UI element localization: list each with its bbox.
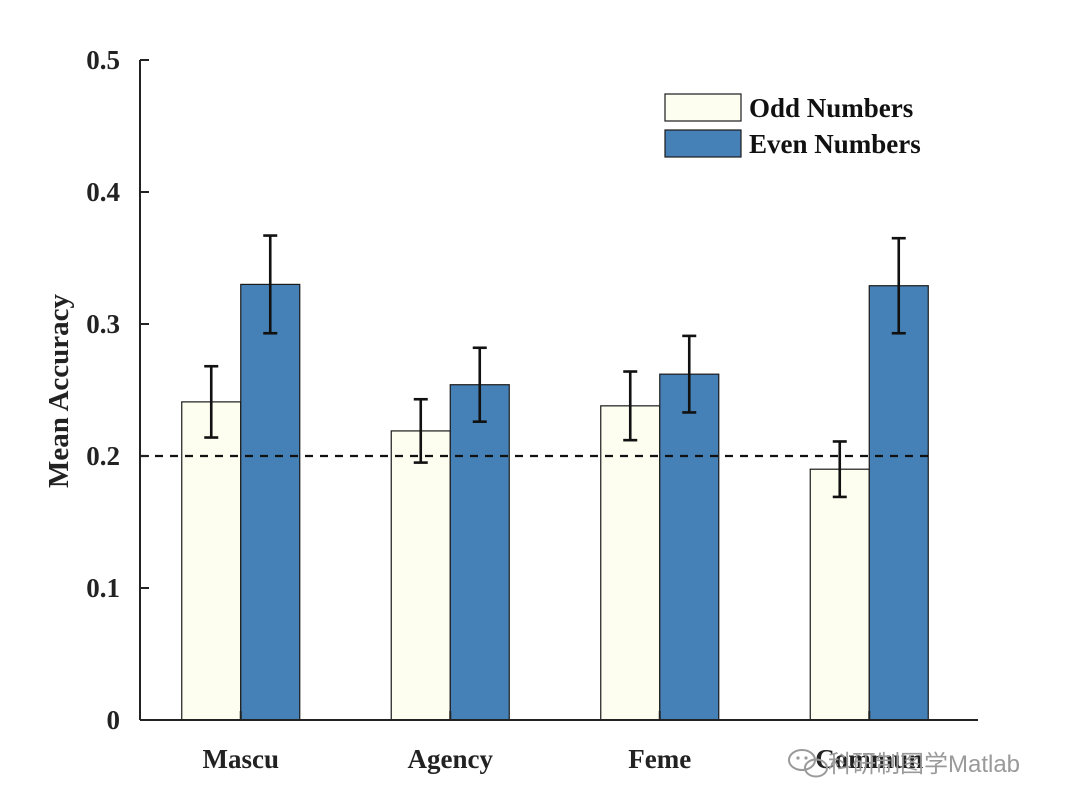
y-tick-label: 0.3 <box>86 309 120 339</box>
watermark-text: 科研制图学Matlab <box>828 751 1020 778</box>
error-bar-even-mascu <box>263 234 278 335</box>
legend-swatch <box>664 93 742 122</box>
legend-entry-even-numbers: Even Numbers <box>664 129 921 159</box>
axes-layer: 0 0.1 0.2 0.3 0.4 0.5 Mascu Agency Feme Commun <box>86 45 978 774</box>
error-bar-odd-commun <box>832 440 847 499</box>
error-bar-odd-mascu <box>204 364 219 439</box>
bar-odd-feme <box>600 405 661 721</box>
y-tick-label: 0.5 <box>86 45 120 75</box>
legend-swatch <box>664 129 742 158</box>
y-axis-label: Mean Accuracy <box>43 293 75 488</box>
x-tick-label-feme: Feme <box>628 744 691 774</box>
y-tick-label: 0.4 <box>86 177 120 207</box>
error-bar-even-agency <box>472 346 487 423</box>
legend-label: Odd Numbers <box>749 93 913 123</box>
error-bar-even-commun <box>891 236 906 335</box>
bars-layer <box>181 283 929 721</box>
legend-entry-odd-numbers: Odd Numbers <box>664 93 913 123</box>
x-tick-label-agency: Agency <box>408 744 494 774</box>
bar-even-feme <box>659 373 720 721</box>
error-bars-layer <box>204 234 906 499</box>
legend: Odd Numbers Even Numbers <box>664 93 921 159</box>
error-bar-even-feme <box>682 334 697 414</box>
bar-even-agency <box>449 384 510 721</box>
y-tick-label: 0 <box>107 705 121 735</box>
bar-odd-agency <box>390 430 451 721</box>
error-bar-odd-feme <box>623 370 638 442</box>
bar-odd-commun <box>809 468 870 721</box>
bar-even-commun <box>868 285 929 721</box>
bar-even-mascu <box>240 283 301 721</box>
x-tick-label-mascu: Mascu <box>203 744 280 774</box>
wechat-icon <box>788 749 828 778</box>
x-tick-label-commun: Commun <box>815 744 923 774</box>
y-tick-label: 0.1 <box>86 573 120 603</box>
bar-odd-mascu <box>181 401 242 721</box>
y-tick-label: 0.2 <box>86 441 120 471</box>
legend-label: Even Numbers <box>749 129 921 159</box>
error-bar-odd-agency <box>413 397 428 464</box>
watermark: 科研制图学Matlab <box>788 749 1020 778</box>
